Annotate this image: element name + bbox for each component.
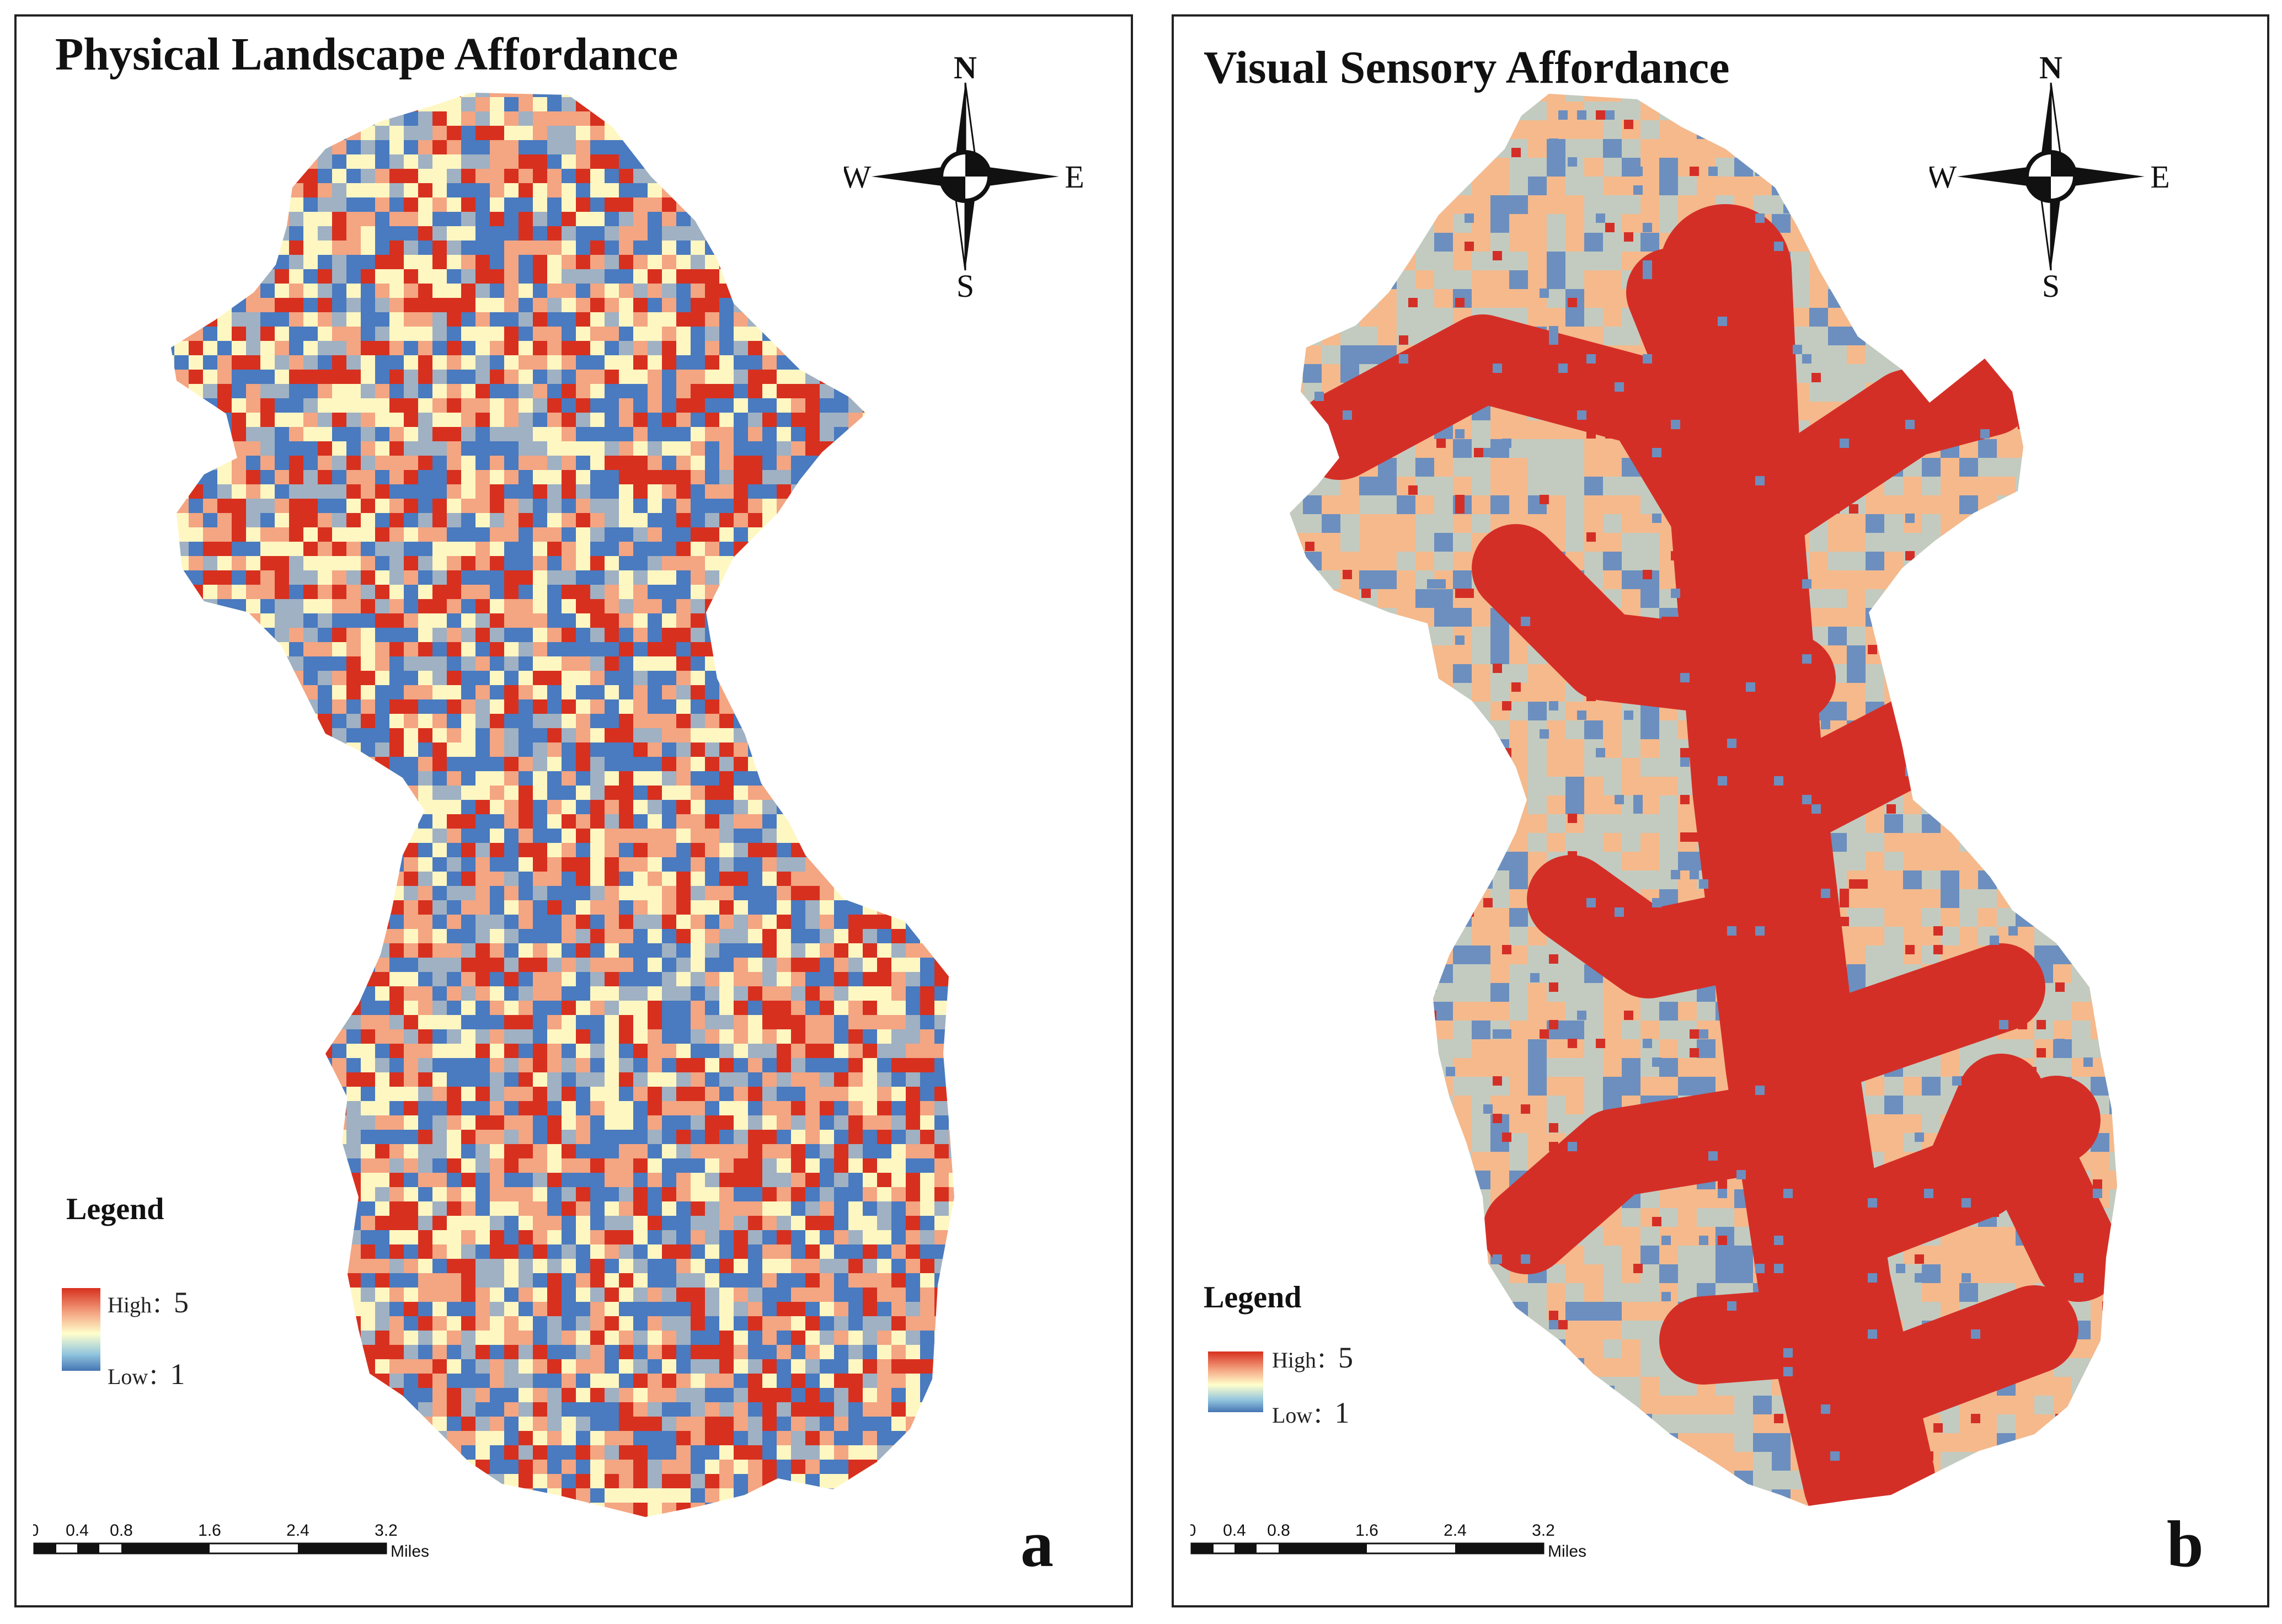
scale-tick-label: 3.2 [1532, 1521, 1555, 1540]
compass-west-label: W [1930, 159, 1957, 195]
scale-tick-label: 0 [1190, 1521, 1196, 1540]
affordance-map-b [1290, 94, 2117, 1506]
legend-title: Legend [66, 1192, 164, 1226]
legend-color-ramp [62, 1288, 100, 1371]
panel-letter-b: b [2167, 1507, 2204, 1580]
legend-low-label: Low：1 [108, 1358, 185, 1391]
compass-north-label: N [2039, 55, 2062, 86]
legend-high-label: High：5 [1272, 1341, 1353, 1374]
scale-unit-label: Miles [1548, 1542, 1586, 1561]
compass-south-label: S [2042, 268, 2060, 298]
legend-color-ramp [1208, 1351, 1263, 1412]
scale-bar: 0 0.4 0.8 1.6 2.4 3.2 Miles [33, 1521, 429, 1561]
scale-bar: 0 0.4 0.8 1.6 2.4 3.2 Miles [1190, 1521, 1586, 1561]
map-title: Physical Landscape Affordance [55, 29, 678, 80]
scale-tick-label: 0.8 [1267, 1521, 1290, 1540]
scale-tick-label: 0.4 [66, 1521, 89, 1540]
compass-east-label: E [1065, 159, 1084, 195]
affordance-map-a [171, 93, 954, 1517]
map-panel-b: Visual Sensory Affordance N S E W Legend… [1172, 14, 2269, 1607]
legend-high-label: High：5 [108, 1286, 189, 1319]
compass-south-label: S [956, 268, 974, 298]
compass-west-label: W [844, 159, 872, 195]
scale-tick-label: 0.4 [1223, 1521, 1246, 1540]
scale-tick-label: 0.8 [110, 1521, 133, 1540]
scale-tick-label: 2.4 [1444, 1521, 1467, 1540]
map-title: Visual Sensory Affordance [1204, 42, 1730, 93]
legend-low-label: Low：1 [1272, 1396, 1350, 1429]
legend-title: Legend [1204, 1280, 1302, 1315]
scale-tick-label: 2.4 [286, 1521, 309, 1540]
map-panel-a: Physical Landscape Affordance N S E W Le… [14, 14, 1133, 1607]
scale-tick-label: 3.2 [375, 1521, 398, 1540]
north-arrow-compass-icon: N S E W [844, 55, 1084, 298]
scale-unit-label: Miles [391, 1542, 429, 1561]
scale-tick-label: 1.6 [1355, 1521, 1378, 1540]
scale-tick-label: 0 [33, 1521, 39, 1540]
scale-tick-label: 1.6 [198, 1521, 221, 1540]
north-arrow-compass-icon: N S E W [1930, 55, 2170, 298]
compass-east-label: E [2150, 159, 2169, 195]
panel-letter-a: a [1020, 1507, 1054, 1580]
compass-north-label: N [954, 55, 977, 86]
